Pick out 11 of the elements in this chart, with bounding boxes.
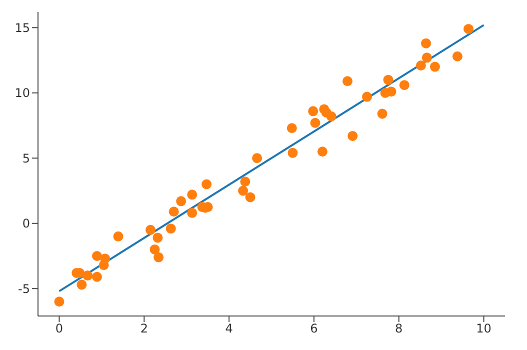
y-tick-label: 5 [22, 151, 30, 166]
y-tick-label: 15 [14, 20, 30, 35]
x-tick-label: 0 [55, 322, 64, 336]
x-tick-label: 8 [395, 322, 403, 336]
x-tick-label: 6 [310, 322, 318, 336]
x-tick-label: 4 [225, 322, 233, 336]
y-tick-label: 10 [14, 86, 30, 100]
x-tick-label: 10 [476, 322, 492, 336]
y-tick-label: -5 [18, 282, 30, 296]
x-tick-label: 2 [140, 322, 148, 336]
y-tick-label: 0 [22, 216, 30, 231]
